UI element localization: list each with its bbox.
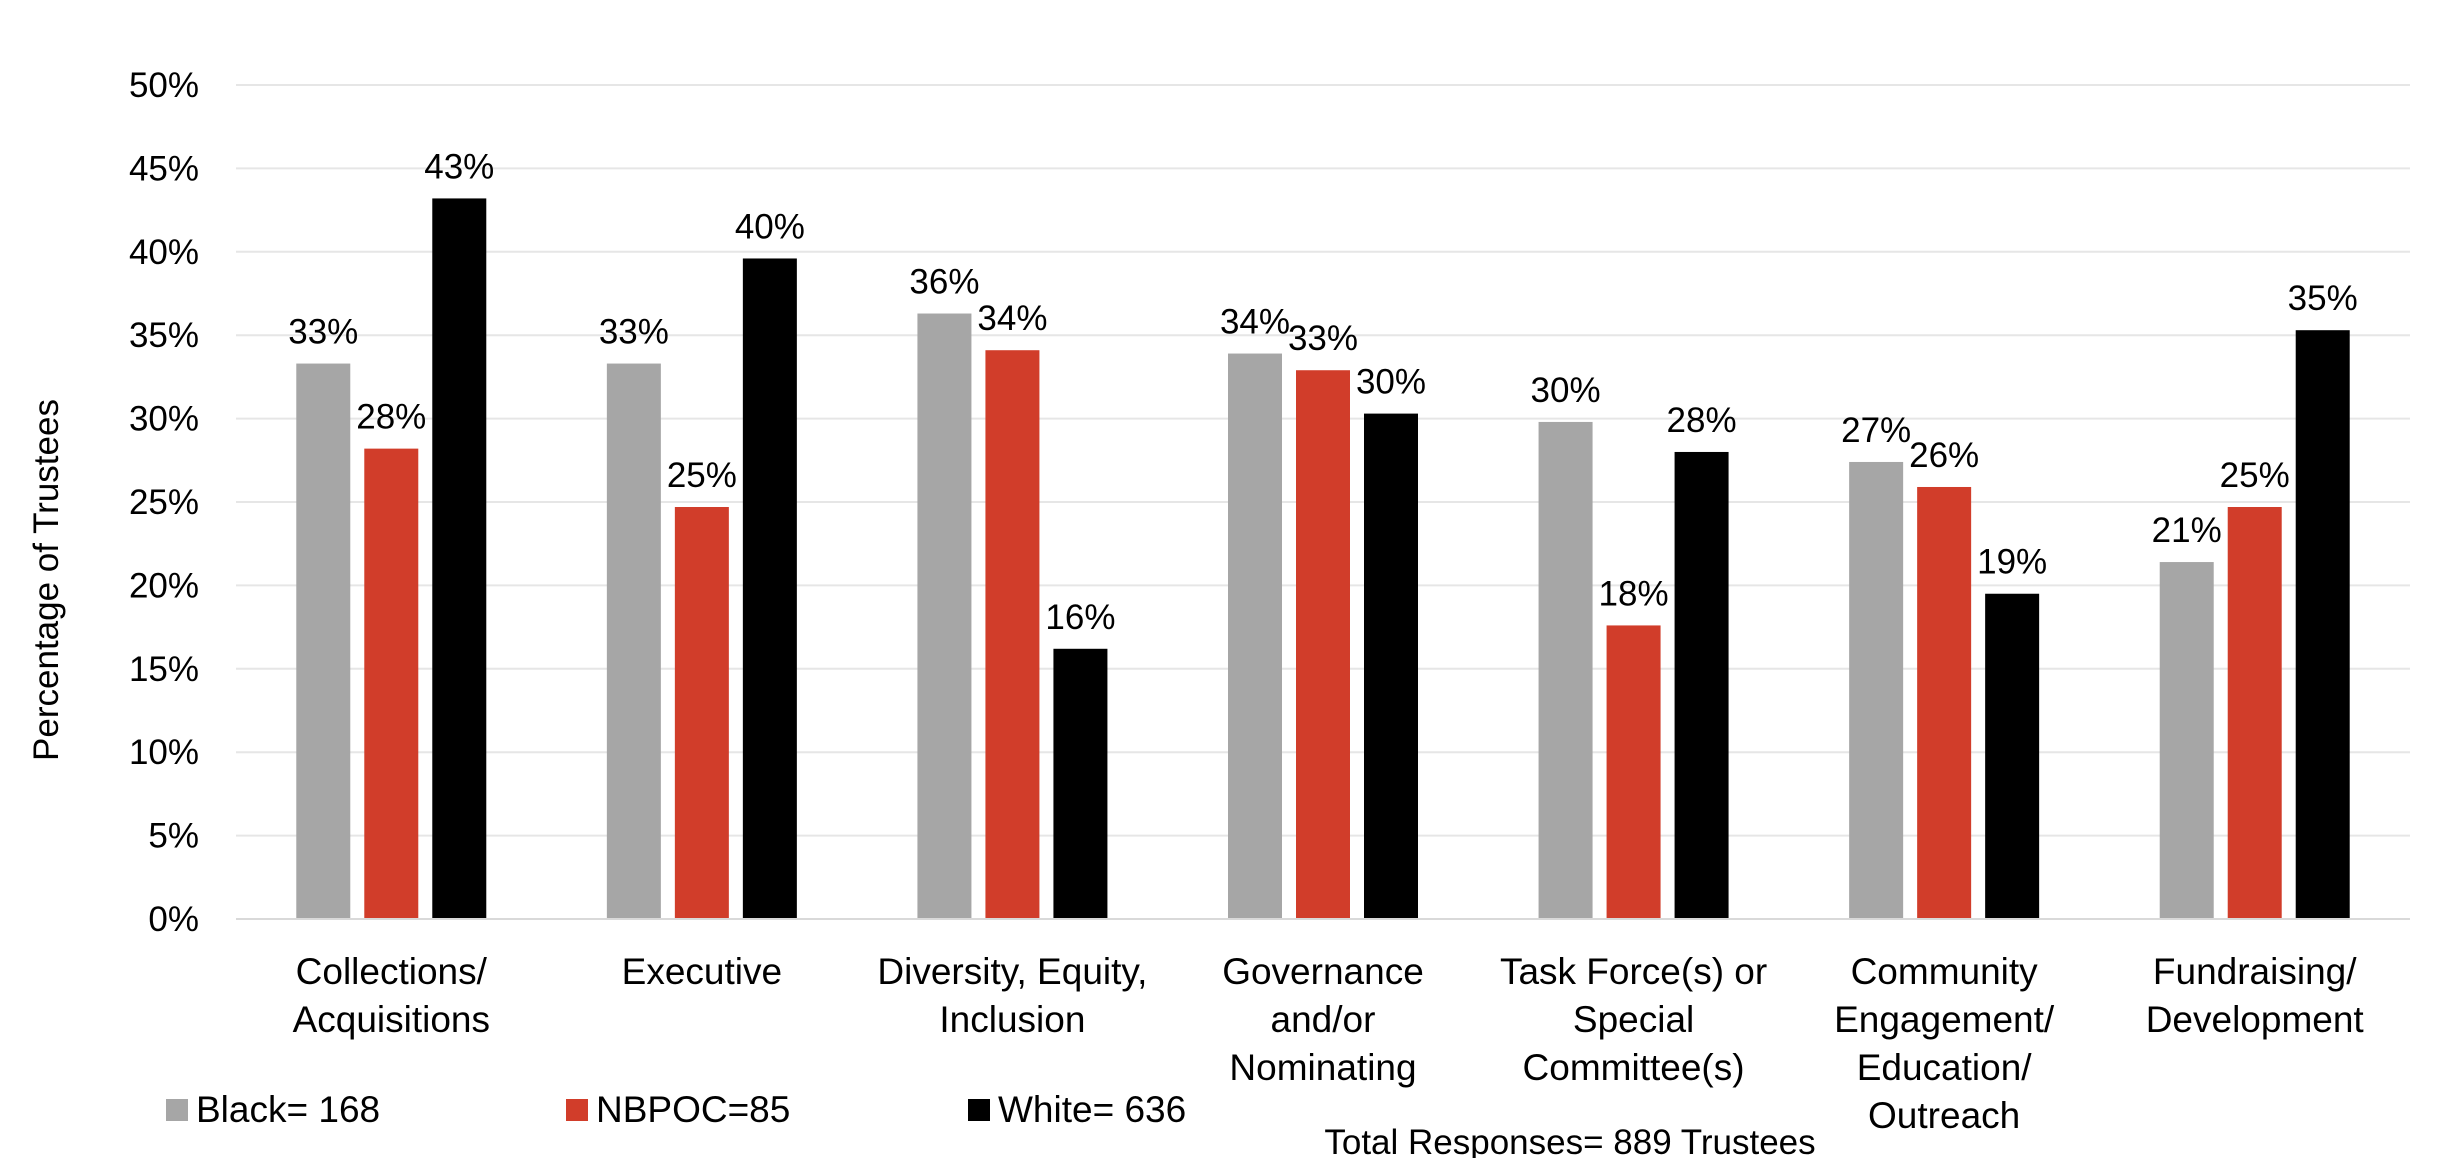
- y-axis-label: Percentage of Trustees: [27, 399, 66, 761]
- bar: [1296, 370, 1350, 919]
- category-label-line: Diversity, Equity,: [877, 951, 1147, 992]
- data-label: 34%: [1220, 303, 1290, 342]
- category-label: Executive: [622, 951, 782, 992]
- data-label: 34%: [977, 299, 1047, 338]
- bar: [432, 198, 487, 919]
- bar: [1849, 461, 1904, 919]
- data-label: 25%: [2220, 456, 2290, 495]
- data-label: 16%: [1045, 598, 1115, 637]
- category-label-line: Outreach: [1868, 1095, 2020, 1136]
- legend-label: White= 636: [998, 1089, 1186, 1130]
- category-label-line: Governance: [1222, 951, 1424, 992]
- data-label: 33%: [1288, 319, 1358, 358]
- y-tick-label: 10%: [129, 733, 199, 772]
- category-label: Fundraising/Development: [2146, 951, 2365, 1040]
- legend-swatch: [166, 1099, 188, 1121]
- bar: [1364, 413, 1418, 919]
- data-label: 18%: [1599, 574, 1669, 613]
- bar: [2159, 562, 2214, 919]
- data-label: 25%: [667, 456, 737, 495]
- data-label: 33%: [288, 313, 358, 352]
- data-label: 40%: [735, 207, 805, 246]
- category-label-line: Education/: [1857, 1047, 2033, 1088]
- category-label-line: Inclusion: [939, 999, 1085, 1040]
- legend-swatch: [968, 1099, 990, 1121]
- data-label: 21%: [2152, 511, 2222, 550]
- bar: [2227, 507, 2282, 919]
- data-label: 28%: [356, 398, 426, 437]
- data-label: 28%: [1667, 401, 1737, 440]
- data-label: 19%: [1977, 543, 2047, 582]
- bar: [1606, 625, 1661, 919]
- category-label: Governance and/or Nominating: [1222, 951, 1424, 1088]
- category-label-line: Collections/: [296, 951, 488, 992]
- bar: [1538, 421, 1593, 919]
- data-label: 27%: [1841, 411, 1911, 450]
- bar: [2295, 330, 2350, 919]
- category-label-line: Acquisitions: [293, 999, 490, 1040]
- bars: [296, 198, 2350, 920]
- data-labels: 33% 33%36%34%30%27%21%28%25%34%33%18%26%2…: [288, 147, 2357, 636]
- bar: [606, 363, 661, 919]
- bar: [1053, 648, 1108, 919]
- bar: [917, 313, 972, 919]
- category-label-line: Fundraising/: [2153, 951, 2357, 992]
- y-tick-label: 30%: [129, 400, 199, 439]
- legend: Black= 168 NBPOC=85 White= 636: [166, 1089, 1186, 1130]
- bar: [1985, 593, 2040, 919]
- category-label-line: Engagement/: [1834, 999, 2055, 1040]
- category-labels: Collections/Acquisitions Executive Diversi…: [293, 951, 2365, 1136]
- category-label: Collections/Acquisitions: [293, 951, 490, 1040]
- category-label-line: Committee(s): [1523, 1047, 1745, 1088]
- category-label-line: and/or: [1271, 999, 1376, 1040]
- category-label-line: Task Force(s) or: [1500, 951, 1767, 992]
- bar: [985, 350, 1040, 919]
- y-tick-label: 0%: [148, 900, 199, 939]
- category-label: Task Force(s) or Special Committee(s): [1500, 951, 1767, 1088]
- category-label-line: Special: [1573, 999, 1694, 1040]
- bar: [1674, 451, 1729, 919]
- legend-swatch: [566, 1099, 588, 1121]
- data-label: 36%: [909, 263, 979, 302]
- category-label-line: Executive: [622, 951, 782, 992]
- data-label: 30%: [1531, 371, 1601, 410]
- y-tick-labels: 0% 5% 10% 15% 20% 25% 30% 35% 40% 45% 50%: [129, 66, 199, 939]
- category-label: Diversity, Equity, Inclusion: [877, 951, 1147, 1040]
- bar: [296, 363, 351, 919]
- y-tick-label: 25%: [129, 483, 199, 522]
- data-label: 33%: [599, 313, 669, 352]
- data-label: 26%: [1909, 436, 1979, 475]
- legend-label: NBPOC=85: [596, 1089, 790, 1130]
- bar: [1917, 486, 1972, 919]
- data-label: 35%: [2288, 279, 2358, 318]
- data-label: 30%: [1356, 363, 1426, 402]
- data-label: 43%: [424, 147, 494, 186]
- y-tick-label: 40%: [129, 233, 199, 272]
- footnote: Total Responses= 889 Trustees: [1324, 1123, 1815, 1158]
- y-tick-label: 45%: [129, 149, 199, 188]
- y-tick-label: 15%: [129, 650, 199, 689]
- legend-label: Black= 168: [196, 1089, 380, 1130]
- bar: [742, 258, 797, 919]
- category-label-line: Nominating: [1229, 1047, 1416, 1088]
- y-tick-label: 20%: [129, 566, 199, 605]
- category-label: Community Engagement/Education/Outreach: [1834, 951, 2055, 1136]
- bar: [674, 507, 729, 919]
- y-tick-label: 35%: [129, 316, 199, 355]
- y-tick-label: 50%: [129, 66, 199, 105]
- y-tick-label: 5%: [148, 817, 199, 856]
- category-label-line: Community: [1851, 951, 2039, 992]
- category-label-line: Development: [2146, 999, 2365, 1040]
- bar: [1228, 353, 1282, 920]
- bar: [364, 448, 419, 919]
